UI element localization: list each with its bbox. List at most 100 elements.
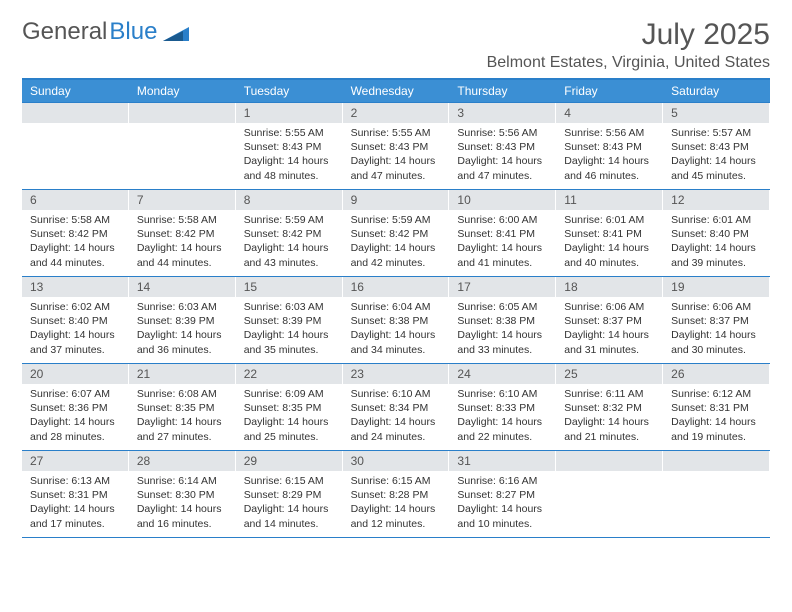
sunset-text: Sunset: 8:42 PM	[351, 227, 442, 241]
day-number: 24	[449, 364, 556, 384]
day-number: 30	[343, 451, 450, 471]
day-details: Sunrise: 5:55 AMSunset: 8:43 PMDaylight:…	[343, 123, 450, 189]
daylight-text: Daylight: 14 hours and 44 minutes.	[30, 241, 121, 269]
sunrise-text: Sunrise: 6:12 AM	[671, 387, 762, 401]
daylight-text: Daylight: 14 hours and 41 minutes.	[457, 241, 548, 269]
sunrise-text: Sunrise: 6:10 AM	[351, 387, 442, 401]
calendar-cell	[129, 103, 236, 189]
day-details: Sunrise: 6:04 AMSunset: 8:38 PMDaylight:…	[343, 297, 450, 363]
calendar-cell: 25Sunrise: 6:11 AMSunset: 8:32 PMDayligh…	[556, 364, 663, 450]
day-number: 15	[236, 277, 343, 297]
day-number: 16	[343, 277, 450, 297]
sunrise-text: Sunrise: 6:01 AM	[564, 213, 655, 227]
daylight-text: Daylight: 14 hours and 30 minutes.	[671, 328, 762, 356]
sunrise-text: Sunrise: 6:05 AM	[457, 300, 548, 314]
sunrise-text: Sunrise: 6:10 AM	[457, 387, 548, 401]
day-details: Sunrise: 5:56 AMSunset: 8:43 PMDaylight:…	[449, 123, 556, 189]
day-details: Sunrise: 6:06 AMSunset: 8:37 PMDaylight:…	[556, 297, 663, 363]
sunrise-text: Sunrise: 6:04 AM	[351, 300, 442, 314]
sunrise-text: Sunrise: 6:03 AM	[244, 300, 335, 314]
day-details: Sunrise: 6:09 AMSunset: 8:35 PMDaylight:…	[236, 384, 343, 450]
day-number: 6	[22, 190, 129, 210]
day-number: 27	[22, 451, 129, 471]
calendar-week: 13Sunrise: 6:02 AMSunset: 8:40 PMDayligh…	[22, 276, 770, 363]
sunrise-text: Sunrise: 5:55 AM	[351, 126, 442, 140]
day-details: Sunrise: 5:58 AMSunset: 8:42 PMDaylight:…	[22, 210, 129, 276]
calendar-cell: 31Sunrise: 6:16 AMSunset: 8:27 PMDayligh…	[449, 451, 556, 537]
daylight-text: Daylight: 14 hours and 19 minutes.	[671, 415, 762, 443]
sunset-text: Sunset: 8:40 PM	[671, 227, 762, 241]
calendar-week: 27Sunrise: 6:13 AMSunset: 8:31 PMDayligh…	[22, 450, 770, 537]
daylight-text: Daylight: 14 hours and 47 minutes.	[351, 154, 442, 182]
calendar-cell	[556, 451, 663, 537]
day-number: 18	[556, 277, 663, 297]
day-details: Sunrise: 5:58 AMSunset: 8:42 PMDaylight:…	[129, 210, 236, 276]
sunrise-text: Sunrise: 5:59 AM	[244, 213, 335, 227]
sunset-text: Sunset: 8:41 PM	[457, 227, 548, 241]
sunset-text: Sunset: 8:43 PM	[457, 140, 548, 154]
sunset-text: Sunset: 8:39 PM	[244, 314, 335, 328]
day-number: 31	[449, 451, 556, 471]
calendar-cell: 24Sunrise: 6:10 AMSunset: 8:33 PMDayligh…	[449, 364, 556, 450]
day-number: 12	[663, 190, 770, 210]
day-number: 4	[556, 103, 663, 123]
day-number: 2	[343, 103, 450, 123]
calendar-cell: 19Sunrise: 6:06 AMSunset: 8:37 PMDayligh…	[663, 277, 770, 363]
day-details: Sunrise: 6:16 AMSunset: 8:27 PMDaylight:…	[449, 471, 556, 537]
day-number: 10	[449, 190, 556, 210]
day-number: 23	[343, 364, 450, 384]
day-details: Sunrise: 5:59 AMSunset: 8:42 PMDaylight:…	[236, 210, 343, 276]
day-details: Sunrise: 5:59 AMSunset: 8:42 PMDaylight:…	[343, 210, 450, 276]
calendar-cell: 27Sunrise: 6:13 AMSunset: 8:31 PMDayligh…	[22, 451, 129, 537]
day-details: Sunrise: 6:01 AMSunset: 8:40 PMDaylight:…	[663, 210, 770, 276]
day-details: Sunrise: 6:06 AMSunset: 8:37 PMDaylight:…	[663, 297, 770, 363]
day-details: Sunrise: 5:56 AMSunset: 8:43 PMDaylight:…	[556, 123, 663, 189]
day-number: 29	[236, 451, 343, 471]
calendar: Sunday Monday Tuesday Wednesday Thursday…	[22, 78, 770, 538]
sunset-text: Sunset: 8:35 PM	[137, 401, 228, 415]
day-number	[663, 451, 770, 471]
sunset-text: Sunset: 8:32 PM	[564, 401, 655, 415]
day-number: 7	[129, 190, 236, 210]
calendar-cell: 20Sunrise: 6:07 AMSunset: 8:36 PMDayligh…	[22, 364, 129, 450]
calendar-cell: 8Sunrise: 5:59 AMSunset: 8:42 PMDaylight…	[236, 190, 343, 276]
sunset-text: Sunset: 8:43 PM	[244, 140, 335, 154]
sunset-text: Sunset: 8:36 PM	[30, 401, 121, 415]
day-number: 28	[129, 451, 236, 471]
sunset-text: Sunset: 8:38 PM	[351, 314, 442, 328]
title-block: July 2025 Belmont Estates, Virginia, Uni…	[487, 18, 770, 72]
day-number: 3	[449, 103, 556, 123]
sunrise-text: Sunrise: 6:03 AM	[137, 300, 228, 314]
sunset-text: Sunset: 8:42 PM	[30, 227, 121, 241]
daylight-text: Daylight: 14 hours and 22 minutes.	[457, 415, 548, 443]
day-number: 25	[556, 364, 663, 384]
sunrise-text: Sunrise: 5:56 AM	[457, 126, 548, 140]
day-details	[556, 471, 663, 480]
sunset-text: Sunset: 8:43 PM	[671, 140, 762, 154]
daylight-text: Daylight: 14 hours and 33 minutes.	[457, 328, 548, 356]
sunset-text: Sunset: 8:39 PM	[137, 314, 228, 328]
calendar-cell: 10Sunrise: 6:00 AMSunset: 8:41 PMDayligh…	[449, 190, 556, 276]
day-details: Sunrise: 5:55 AMSunset: 8:43 PMDaylight:…	[236, 123, 343, 189]
sunset-text: Sunset: 8:42 PM	[244, 227, 335, 241]
daylight-text: Daylight: 14 hours and 25 minutes.	[244, 415, 335, 443]
calendar-bottom-border	[22, 537, 770, 538]
day-details	[129, 123, 236, 132]
day-details: Sunrise: 6:11 AMSunset: 8:32 PMDaylight:…	[556, 384, 663, 450]
location: Belmont Estates, Virginia, United States	[487, 54, 770, 72]
day-number: 13	[22, 277, 129, 297]
dayname: Wednesday	[343, 80, 450, 102]
day-number: 26	[663, 364, 770, 384]
sunset-text: Sunset: 8:40 PM	[30, 314, 121, 328]
sunset-text: Sunset: 8:37 PM	[671, 314, 762, 328]
calendar-cell: 3Sunrise: 5:56 AMSunset: 8:43 PMDaylight…	[449, 103, 556, 189]
day-number	[22, 103, 129, 123]
calendar-cell: 16Sunrise: 6:04 AMSunset: 8:38 PMDayligh…	[343, 277, 450, 363]
calendar-cell: 29Sunrise: 6:15 AMSunset: 8:29 PMDayligh…	[236, 451, 343, 537]
sunrise-text: Sunrise: 5:55 AM	[244, 126, 335, 140]
calendar-cell: 21Sunrise: 6:08 AMSunset: 8:35 PMDayligh…	[129, 364, 236, 450]
day-details: Sunrise: 6:05 AMSunset: 8:38 PMDaylight:…	[449, 297, 556, 363]
sunrise-text: Sunrise: 6:02 AM	[30, 300, 121, 314]
daylight-text: Daylight: 14 hours and 37 minutes.	[30, 328, 121, 356]
calendar-cell	[22, 103, 129, 189]
